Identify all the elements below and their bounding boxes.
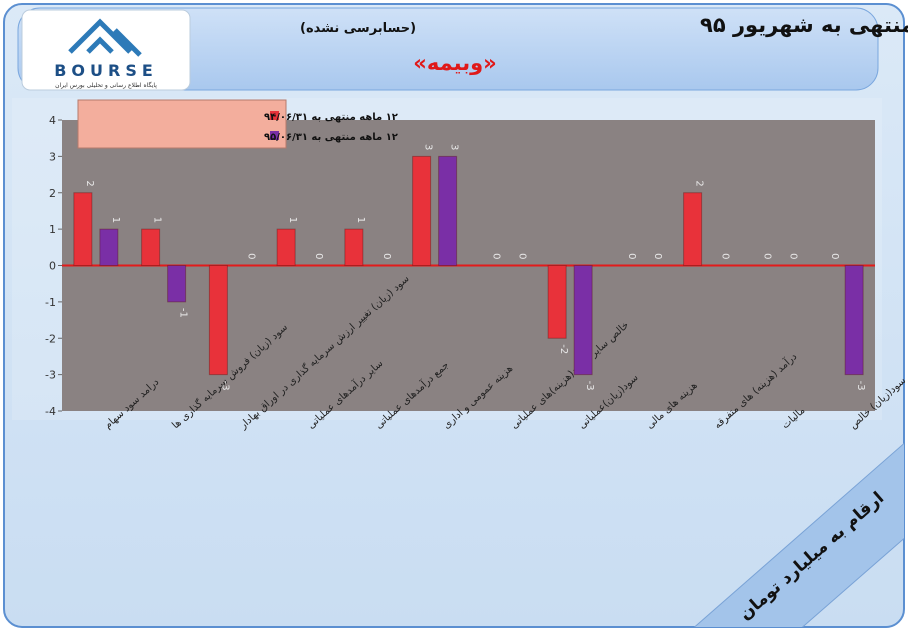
legend-swatch (270, 111, 279, 120)
y-tick-label: -2 (45, 332, 56, 345)
data-label: 0 (652, 253, 663, 259)
unit-banner (688, 438, 904, 627)
data-label: 0 (245, 253, 256, 259)
bar (141, 228, 161, 266)
data-label: -1 (178, 308, 189, 318)
title: اطلاعات ۱۲ ماهه منتهی به شهریور ۹۵ (700, 13, 908, 37)
data-label: 1 (355, 217, 366, 223)
data-label: 2 (84, 180, 95, 186)
bar (208, 265, 228, 376)
data-label: 0 (761, 253, 772, 259)
header (17, 7, 879, 91)
y-tick-label: -4 (45, 405, 56, 418)
y-tick-label: -1 (45, 296, 56, 309)
legend: ۱۲ ماهه منتهی به ۹۴/۰۶/۳۱ ۱۲ ماهه منتهی ب… (77, 99, 398, 149)
bar (412, 155, 432, 266)
data-label: 3 (423, 144, 434, 150)
subtitle: (حسابرسی نشده) (300, 21, 416, 36)
legend-label: ۱۲ ماهه منتهی به ۹۴/۰۶/۳۱ (264, 112, 398, 123)
bar (547, 265, 567, 339)
data-label: 2 (694, 180, 705, 186)
bar (276, 228, 296, 266)
logo-mark (68, 18, 142, 57)
company: «وبیمه» (413, 51, 496, 75)
data-label: 1 (152, 217, 163, 223)
data-label: 1 (287, 217, 298, 223)
bar (73, 192, 93, 266)
y-tick-label: 3 (49, 150, 56, 163)
data-label: 0 (829, 253, 840, 259)
logo-text: BOURSE (54, 61, 158, 80)
bar (167, 265, 187, 303)
data-label: 0 (381, 253, 392, 259)
logo-box (21, 9, 191, 91)
data-label: 1 (110, 217, 121, 223)
data-label: 0 (313, 253, 324, 259)
data-label: -3 (584, 381, 595, 391)
y-tick-label: 2 (49, 187, 56, 200)
data-label: -2 (558, 344, 569, 354)
y-tick-label: -3 (45, 369, 56, 382)
bar (344, 228, 364, 266)
bar (438, 155, 458, 266)
bar (844, 265, 864, 376)
data-label: 0 (490, 253, 501, 259)
legend-label: ۱۲ ماهه منتهی به ۹۵/۰۶/۳۱ (264, 132, 398, 143)
y-tick-label: 1 (49, 223, 56, 236)
data-label: 0 (720, 253, 731, 259)
bar (573, 265, 593, 376)
data-label: 3 (449, 144, 460, 150)
legend-swatch (270, 131, 279, 140)
data-label: 0 (626, 253, 637, 259)
bar (683, 192, 703, 266)
logo-caption: پایگاه اطلاع رسانی و تحلیلی بورس ایران (55, 81, 157, 89)
data-label: -3 (219, 381, 230, 391)
y-tick-label: 0 (49, 260, 56, 273)
bar (99, 228, 119, 266)
legend-box (77, 99, 287, 149)
data-label: 0 (787, 253, 798, 259)
data-label: -3 (855, 381, 866, 391)
data-label: 0 (516, 253, 527, 259)
y-tick-label: 4 (49, 114, 56, 127)
